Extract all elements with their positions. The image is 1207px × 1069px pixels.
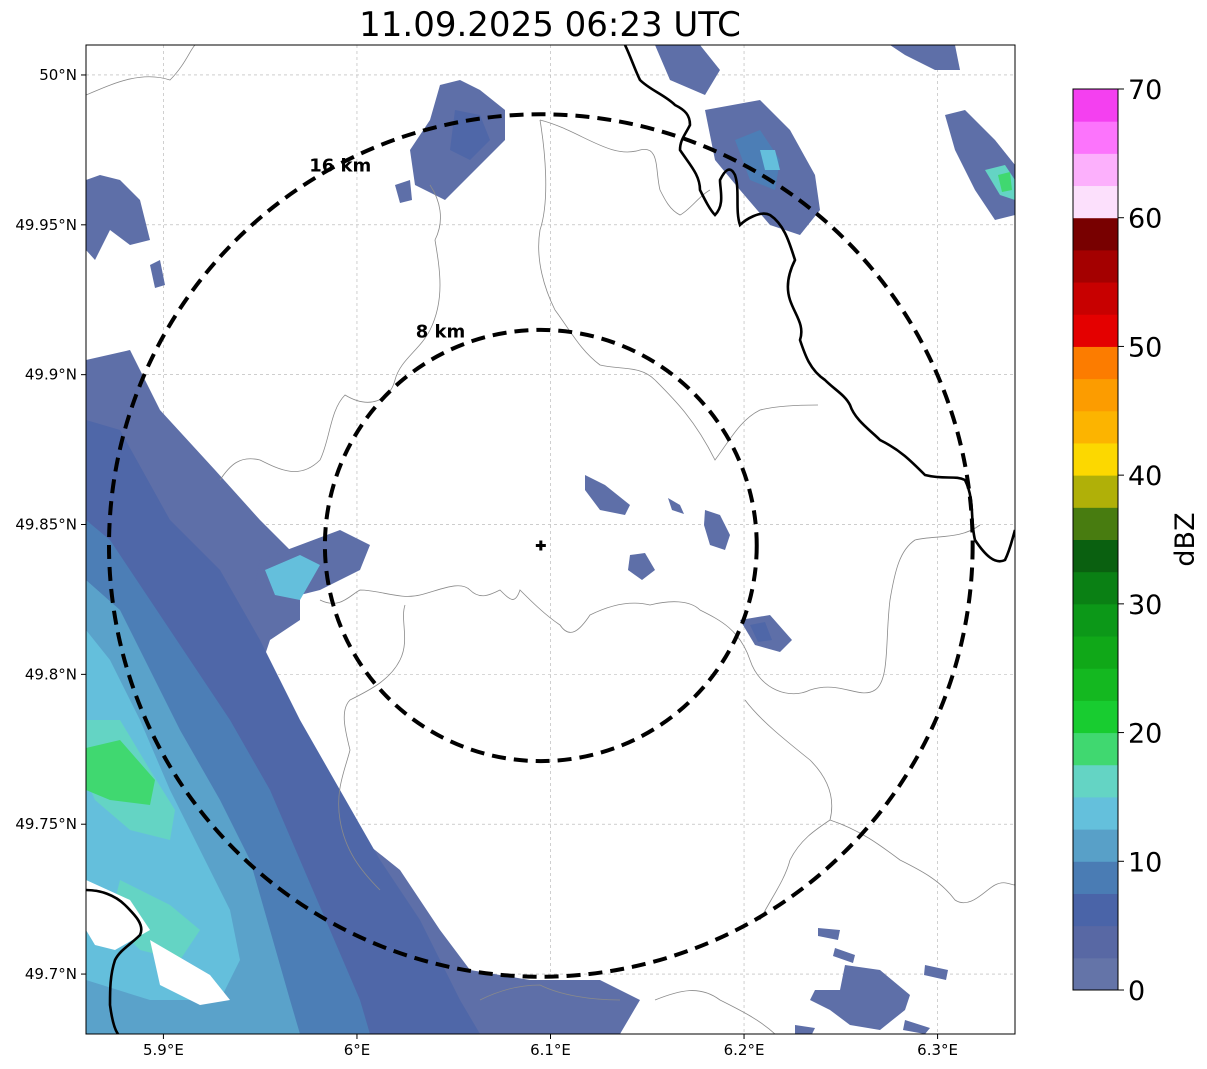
- y-tick-label: 49.95°N: [15, 216, 77, 234]
- echo-cells-southeast: [795, 928, 948, 1034]
- range-rings: 8 km 16 km: [106, 112, 975, 979]
- range-ring-8km: [322, 327, 759, 764]
- y-tick-label: 49.7°N: [25, 965, 77, 983]
- colorbar-segment: [1073, 732, 1118, 766]
- y-tick-label: 50°N: [39, 66, 77, 84]
- colorbar-tick-label: 60: [1128, 204, 1162, 235]
- range-ring-16km: [106, 112, 975, 979]
- colorbar-segment: [1073, 700, 1118, 734]
- range-ring-label: 8 km: [416, 321, 466, 342]
- longitude-ticks: 5.9°E 6°E 6.1°E 6.2°E 6.3°E: [143, 1034, 958, 1059]
- colorbar-segment: [1073, 668, 1118, 701]
- radar-site-marker: [535, 540, 546, 551]
- colorbar-tick-label: 20: [1128, 719, 1162, 750]
- x-tick-label: 6°E: [344, 1041, 371, 1059]
- colorbar-frame: [1072, 88, 1119, 991]
- colorbar-tick-label: 40: [1128, 461, 1162, 492]
- colorbar-segment: [1073, 89, 1118, 122]
- y-tick-label: 49.8°N: [25, 665, 77, 683]
- echo-band-west: [86, 175, 640, 1034]
- colorbar-tick-label: 30: [1128, 590, 1162, 621]
- map-title: 11.09.2025 06:23 UTC: [359, 5, 741, 45]
- country-border: [86, 45, 1015, 1034]
- colorbar-segment: [1073, 185, 1118, 219]
- colorbar-label: dBZ: [1170, 512, 1201, 566]
- x-tick-label: 6.2°E: [724, 1041, 765, 1059]
- y-tick-label: 49.75°N: [15, 815, 77, 833]
- y-tick-label: 49.85°N: [15, 516, 77, 534]
- y-tick-label: 49.9°N: [25, 366, 77, 384]
- colorbar-segment: [1073, 153, 1118, 187]
- colorbar-segment: [1073, 282, 1118, 315]
- colorbar-tick-label: 0: [1128, 976, 1145, 1007]
- colorbar-segment: [1073, 346, 1118, 380]
- colorbar-segment: [1073, 378, 1118, 412]
- radar-reflectivity-layer: [86, 45, 1015, 1034]
- colorbar-segment: [1073, 539, 1118, 573]
- colorbar-segment: [1073, 507, 1118, 540]
- colorbar-segment: [1073, 217, 1118, 251]
- colorbar-segment: [1073, 571, 1118, 605]
- x-tick-label: 6.3°E: [917, 1041, 958, 1059]
- range-ring-label: 16 km: [309, 155, 371, 176]
- echo-cells-center: [585, 475, 792, 652]
- colorbar-segment: [1073, 410, 1118, 444]
- x-tick-label: 5.9°E: [143, 1041, 184, 1059]
- colorbar-segment: [1073, 249, 1118, 283]
- x-tick-label: 6.1°E: [530, 1041, 571, 1059]
- latitude-ticks: 50°N 49.95°N 49.9°N 49.85°N 49.8°N 49.75°N 49.…: [15, 66, 86, 983]
- echo-cluster-north: [395, 45, 1015, 235]
- colorbar-segment: [1073, 121, 1118, 154]
- colorbar-segment: [1073, 861, 1118, 894]
- colorbar-tick-label: 70: [1128, 75, 1162, 106]
- colorbar-segment: [1073, 893, 1118, 927]
- colorbar-segment: [1073, 636, 1118, 669]
- colorbar-segment: [1073, 442, 1118, 476]
- colorbar-segment: [1073, 796, 1118, 830]
- colorbar-segment: [1073, 603, 1118, 637]
- colorbar-segment: [1073, 829, 1118, 862]
- colorbar-segment: [1073, 925, 1118, 959]
- colorbar-tick-label: 10: [1128, 847, 1162, 878]
- colorbar-segment: [1073, 314, 1118, 347]
- colorbar-segment: [1073, 475, 1118, 508]
- colorbar-segment: [1073, 957, 1118, 991]
- colorbar-segment: [1073, 764, 1118, 798]
- administrative-boundaries: [86, 45, 1015, 1034]
- colorbar: 0 10 20 30 40 50 60 70 dBZ: [1072, 75, 1201, 1007]
- colorbar-tick-label: 50: [1128, 332, 1162, 363]
